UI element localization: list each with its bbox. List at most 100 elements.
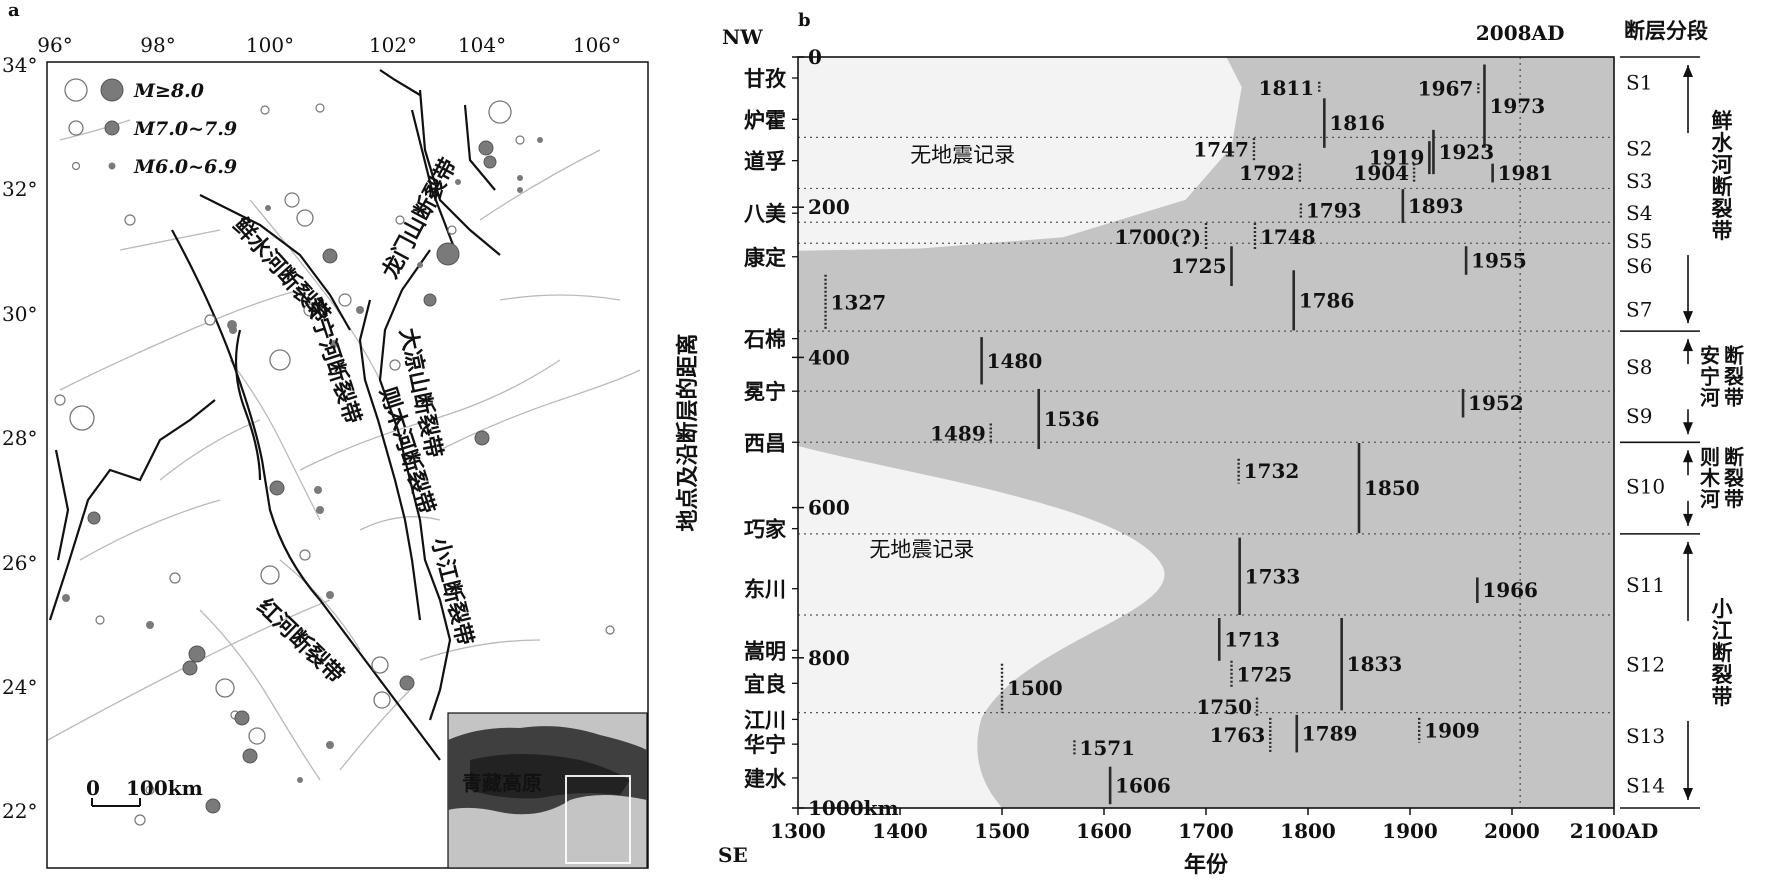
- segment-label: S9: [1626, 404, 1652, 428]
- x-tick-label: 2000: [1484, 819, 1540, 843]
- epicenter-m6-open: [124, 214, 136, 226]
- segment-label: S7: [1626, 297, 1652, 321]
- nw-label: NW: [722, 25, 763, 49]
- event-year-label: 1480: [987, 349, 1043, 373]
- epicenter-m8-open: [215, 678, 235, 698]
- epicenter-m6-open: [338, 293, 352, 307]
- zone-arrow-head-up: [1683, 541, 1693, 554]
- event-year-label: 1955: [1471, 249, 1527, 273]
- epicenter-m7-open: [371, 656, 389, 674]
- epicenter-m6-open: [389, 359, 401, 371]
- lat-tick: 22°: [2, 799, 37, 823]
- place-label: 冕宁: [744, 380, 786, 404]
- place-label: 巧家: [744, 518, 787, 542]
- epicenter-m7-filled: [269, 480, 285, 496]
- reference-year-label: 2008AD: [1476, 21, 1565, 45]
- event-year-label: 1792: [1239, 161, 1295, 185]
- y-tick-label: 800: [808, 646, 850, 670]
- epicenter-m7-filled: [188, 645, 206, 663]
- x-tick-label: 1700: [1178, 819, 1234, 843]
- epicenter-m7-open: [373, 691, 391, 709]
- major-faults: [48, 69, 501, 761]
- event-year-label: 1725: [1237, 662, 1293, 686]
- place-label: 甘孜: [744, 67, 787, 91]
- event-year-label: 1981: [1498, 161, 1554, 185]
- event-year-label: 1500: [1007, 676, 1063, 700]
- event-year-label: 1750: [1196, 695, 1252, 719]
- place-label: 西昌: [744, 431, 786, 455]
- epicenter-m6-open: [95, 615, 105, 625]
- panel-a-map: a 96° 98° 100° 102° 104° 106° 34° 32° 30…: [2, 0, 649, 869]
- no-record-zone-lower: [798, 446, 1165, 808]
- no-record-zone-upper: [798, 57, 1242, 251]
- segment-label: S11: [1626, 573, 1665, 597]
- epicenter-m7-filled: [234, 710, 250, 726]
- place-label: 嵩明: [744, 639, 786, 663]
- inset-label: 青藏高原: [462, 771, 542, 795]
- latitude-ticks: 34° 32° 30° 28° 26° 24° 22°: [2, 53, 37, 823]
- epicenter-m6-filled: [417, 262, 423, 268]
- event-year-label: 1571: [1079, 736, 1135, 760]
- epicenter-m6-filled: [326, 741, 334, 749]
- event-year-label: 1725: [1171, 254, 1227, 278]
- x-tick-label: 1900: [1382, 819, 1438, 843]
- segment-label: S14: [1626, 773, 1665, 797]
- legend-open-small: [71, 161, 81, 171]
- epicenter-m6-open: [299, 549, 311, 561]
- zone-arrow-head-up: [1683, 339, 1693, 352]
- x-tick-label: 1800: [1280, 819, 1336, 843]
- no-record-label-upper: 无地震记录: [910, 143, 1015, 167]
- zone-arrow-head-down: [1683, 422, 1693, 435]
- epicenter-m6-filled: [227, 320, 237, 330]
- epicenter-m7-open: [248, 727, 266, 745]
- epicenter-m7-filled: [87, 511, 101, 525]
- se-label: SE: [718, 843, 748, 867]
- lat-tick: 34°: [2, 53, 37, 77]
- event-year-label: 1816: [1329, 111, 1385, 135]
- y-tick-label: 200: [808, 195, 850, 219]
- epicenter-m7-filled: [474, 430, 490, 446]
- event-year-label: 1909: [1424, 718, 1480, 742]
- y-tick-label: 1000km: [808, 796, 899, 820]
- event-year-label: 1789: [1302, 722, 1358, 746]
- epicenter-m6-filled: [316, 506, 324, 514]
- inset-study-area: [565, 775, 631, 864]
- epicenter-m6-open: [515, 135, 525, 145]
- legend-label: M≥8.0: [133, 80, 204, 102]
- place-label: 华宁: [744, 733, 786, 757]
- epicenter-m7-open: [296, 209, 314, 227]
- segment-label: S5: [1626, 229, 1652, 253]
- event-year-label: 1713: [1224, 627, 1280, 651]
- legend-open-medium: [68, 120, 84, 136]
- segment-label: S2: [1626, 137, 1652, 161]
- epicenter-m6-filled: [517, 175, 523, 181]
- epicenter-m6-filled: [326, 591, 334, 599]
- event-year-label: 1536: [1044, 407, 1100, 431]
- scale-length: 100km: [126, 776, 203, 800]
- epicenter-m7-filled: [399, 675, 415, 691]
- y-tick-label: 0: [808, 45, 822, 69]
- event-year-label: 1793: [1306, 199, 1362, 223]
- segment-label: S10: [1626, 475, 1665, 499]
- map-legend: M≥8.0 M7.0~7.9 M6.0~6.9: [64, 78, 237, 178]
- legend-filled-large: [100, 78, 124, 102]
- y-axis-label: 地点及沿断层的距离: [675, 333, 701, 531]
- no-record-label-lower: 无地震记录: [869, 537, 974, 561]
- epicenter-m6-filled: [455, 179, 461, 185]
- y-tick-label: 400: [808, 345, 850, 369]
- zone-arrow-head-down: [1683, 788, 1693, 800]
- zone-label: 小江断裂带: [1712, 597, 1733, 709]
- legend-filled-small: [108, 162, 116, 170]
- longitude-ticks: 96° 98° 100° 102° 104° 106°: [37, 33, 621, 57]
- event-year-label: 1763: [1210, 723, 1266, 747]
- lat-tick: 32°: [2, 177, 37, 201]
- epicenter-m7-filled: [478, 140, 494, 156]
- epicenter-m7-open: [284, 192, 300, 208]
- panel-b-label: b: [798, 10, 811, 31]
- x-axis-label: 年份: [1184, 852, 1229, 878]
- epicenter-m6-open: [605, 625, 615, 635]
